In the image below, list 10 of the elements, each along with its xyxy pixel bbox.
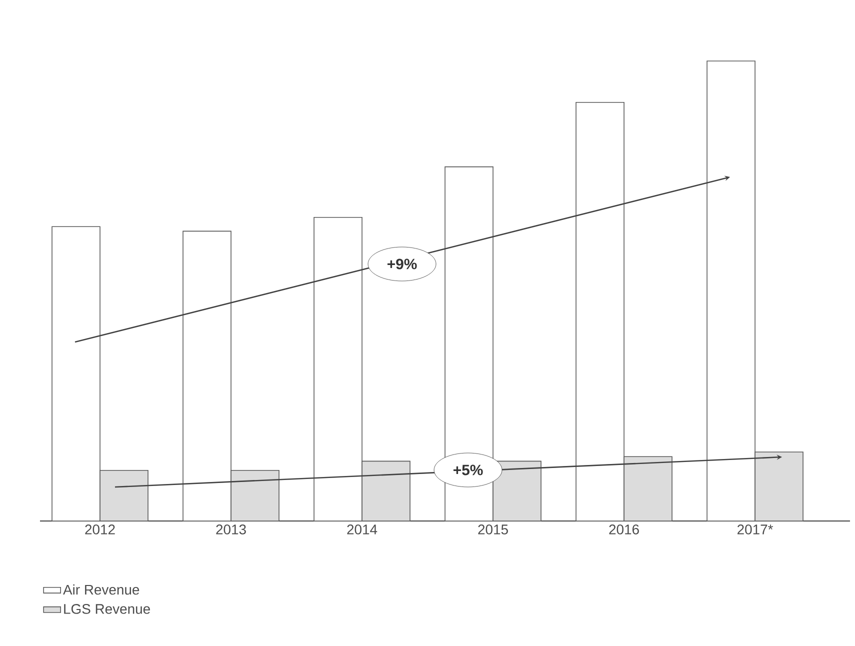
x-tick-label: 2016 [609, 524, 639, 534]
x-tick-label: 2013 [216, 524, 246, 534]
annotation: +5% [453, 464, 483, 476]
x-tick-label: 2014 [347, 524, 378, 534]
x-tick-label: 2012 [85, 524, 115, 534]
x-tick-label: 2017* [738, 524, 774, 534]
legend-label: LGS Revenue [64, 604, 150, 614]
annotation: +9% [387, 258, 417, 270]
x-tick-label: 2015 [478, 524, 508, 534]
legend-label: Air Revenue [63, 584, 140, 595]
